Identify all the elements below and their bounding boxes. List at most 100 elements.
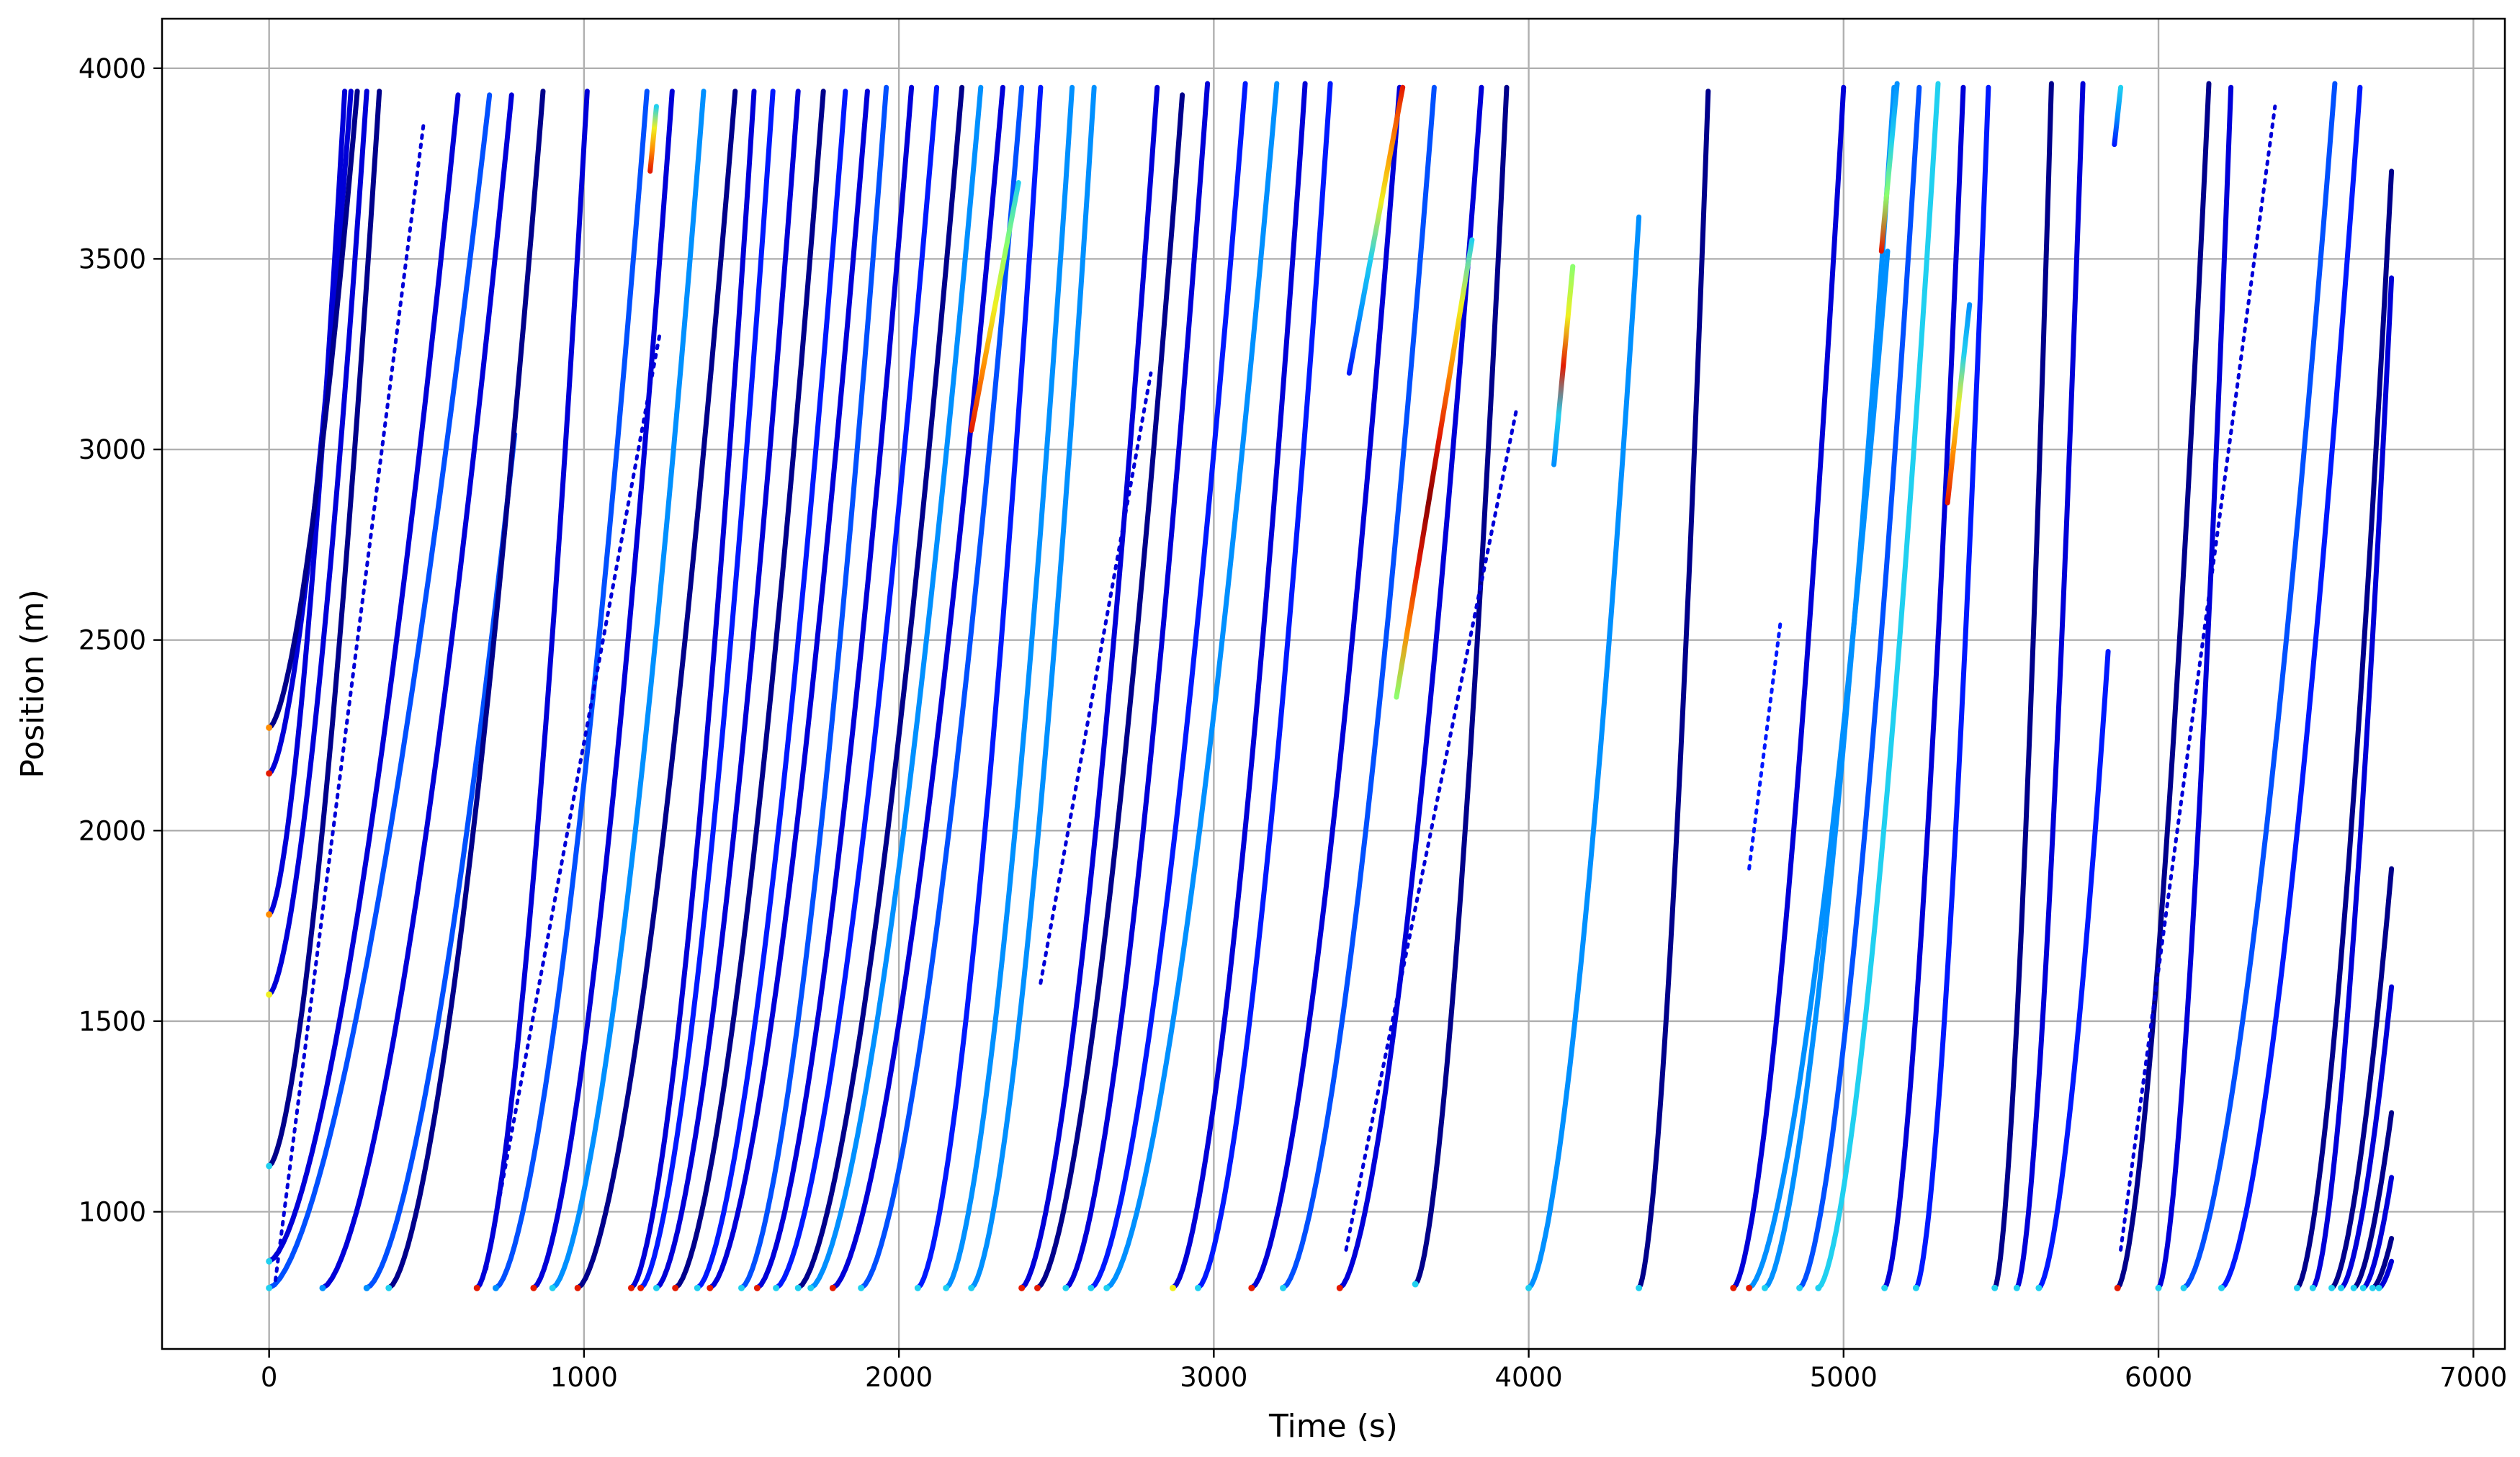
trajectory-start-point: [266, 1284, 273, 1291]
x-tick-label: 2000: [865, 1362, 933, 1393]
vehicle-trajectory: [1249, 84, 1402, 1291]
trajectory-start-point: [1194, 1284, 1201, 1291]
vehicle-trajectory: [1035, 92, 1185, 1291]
trajectory-start-point: [473, 1284, 480, 1291]
vehicle-trajectory: [266, 92, 493, 1291]
trajectory-start-point: [266, 770, 273, 777]
y-tick-label: 3000: [79, 434, 146, 465]
x-tick-label: 3000: [1180, 1362, 1247, 1393]
trajectory-start-point: [1412, 1281, 1419, 1288]
vehicle-trajectory: [2014, 81, 2086, 1291]
vehicle-trajectory: [1882, 84, 1966, 1291]
vehicle-trajectory: [266, 89, 369, 998]
vehicle-trajectory: [2036, 649, 2111, 1291]
vehicle-trajectory: [1063, 81, 1211, 1291]
vehicle-trajectory: [364, 431, 518, 1291]
speed-colored-segment: [1346, 84, 1406, 376]
trajectory-start-point: [738, 1284, 745, 1291]
trajectory-start-point: [2180, 1284, 2187, 1291]
speed-colored-segment: [1551, 264, 1576, 467]
y-tick-label: 1000: [79, 1196, 146, 1227]
speed-colored-segment: [1394, 237, 1475, 700]
trajectory-start-point: [1912, 1284, 1919, 1291]
trajectory-start-point: [266, 724, 273, 731]
vehicle-trajectory: [1412, 84, 1510, 1287]
axes-frame: [161, 17, 2506, 1350]
trajectory-start-point: [319, 1284, 326, 1291]
trajectory-start-point: [2338, 1284, 2345, 1291]
vehicle-trajectory: [1526, 214, 1642, 1291]
vehicle-trajectory: [638, 89, 776, 1291]
trajectory-start-point: [943, 1284, 950, 1291]
trajectory-start-point: [2359, 1284, 2367, 1291]
vehicle-trajectory: [654, 89, 801, 1291]
trajectory-start-point: [707, 1284, 714, 1291]
trajectory-start-point: [2350, 1284, 2357, 1291]
vehicle-trajectory: [493, 89, 650, 1291]
trajectory-start-point: [1815, 1284, 1822, 1291]
vehicle-trajectory: [550, 89, 707, 1291]
speed-colored-segment: [647, 104, 659, 174]
trajectory-start-point: [2114, 1284, 2121, 1291]
trajectory-start-point: [2293, 1284, 2300, 1291]
trajectory-start-point: [266, 1162, 273, 1170]
trajectory-start-point: [1088, 1284, 1095, 1291]
trajectory-start-point: [858, 1284, 865, 1291]
sparse-trajectory: [273, 123, 426, 1283]
trajectory-start-point: [1248, 1284, 1255, 1291]
trajectory-start-point: [574, 1284, 581, 1291]
vehicle-trajectory: [1104, 81, 1280, 1291]
vehicle-trajectory: [2360, 1175, 2395, 1291]
trajectory-start-point: [694, 1284, 701, 1291]
vehicle-trajectory: [2369, 1236, 2395, 1291]
vehicle-trajectory: [694, 89, 848, 1291]
trajectory-start-point: [2013, 1284, 2020, 1291]
x-tick-label: 4000: [1494, 1362, 1562, 1393]
sparse-trajectory: [1039, 371, 1153, 985]
vehicle-trajectory: [774, 84, 940, 1291]
trajectory-start-point: [672, 1284, 679, 1291]
speed-colored-segment: [1878, 81, 1900, 254]
trajectory-start-point: [266, 911, 273, 918]
sparse-trajectory: [1344, 409, 1518, 1252]
trajectory-start-point: [2375, 1284, 2382, 1291]
vehicle-trajectory: [830, 84, 1005, 1291]
vehicle-trajectory: [2329, 866, 2395, 1291]
trajectory-start-point: [266, 991, 273, 998]
vehicle-trajectory: [969, 84, 1097, 1291]
trajectory-start-point: [1991, 1284, 1999, 1291]
vehicle-trajectory: [2219, 84, 2363, 1291]
y-tick-label: 4000: [79, 53, 146, 84]
trajectory-start-point: [2155, 1284, 2162, 1291]
vehicle-trajectory: [320, 92, 514, 1291]
trajectory-start-point: [794, 1284, 802, 1291]
trajectory-start-point: [1796, 1284, 1803, 1291]
vehicle-trajectory: [2310, 275, 2395, 1291]
vehicle-trajectory: [1088, 81, 1248, 1291]
x-tick-label: 1000: [550, 1362, 618, 1393]
y-axis-ticks: 1000 1500 2000 2500 3000 3500 4000: [79, 53, 162, 1227]
vehicle-trajectory: [2156, 84, 2234, 1291]
trajectory-start-point: [549, 1284, 556, 1291]
vehicle-trajectory: [707, 89, 870, 1291]
vehicle-trajectory: [575, 89, 738, 1291]
vehicle-trajectory: [266, 92, 461, 1264]
vehicle-trajectory: [629, 89, 757, 1291]
vehicle-trajectory: [386, 89, 546, 1291]
vehicle-trajectory: [2294, 169, 2395, 1291]
trajectory-start-point: [2218, 1284, 2225, 1291]
speed-colored-segment: [1945, 302, 1973, 506]
trajectory-start-point: [637, 1284, 645, 1291]
vehicle-trajectory: [754, 84, 915, 1291]
trajectory-start-point: [1525, 1284, 1533, 1291]
vehicle-trajectory: [795, 84, 965, 1291]
trajectory-start-point: [1336, 1284, 1343, 1291]
trajectory-start-point: [1103, 1284, 1111, 1291]
trajectory-start-point: [627, 1284, 635, 1291]
vehicle-trajectory: [1797, 84, 1922, 1291]
trajectory-start-point: [2369, 1284, 2376, 1291]
trajectory-start-point: [363, 1284, 370, 1291]
